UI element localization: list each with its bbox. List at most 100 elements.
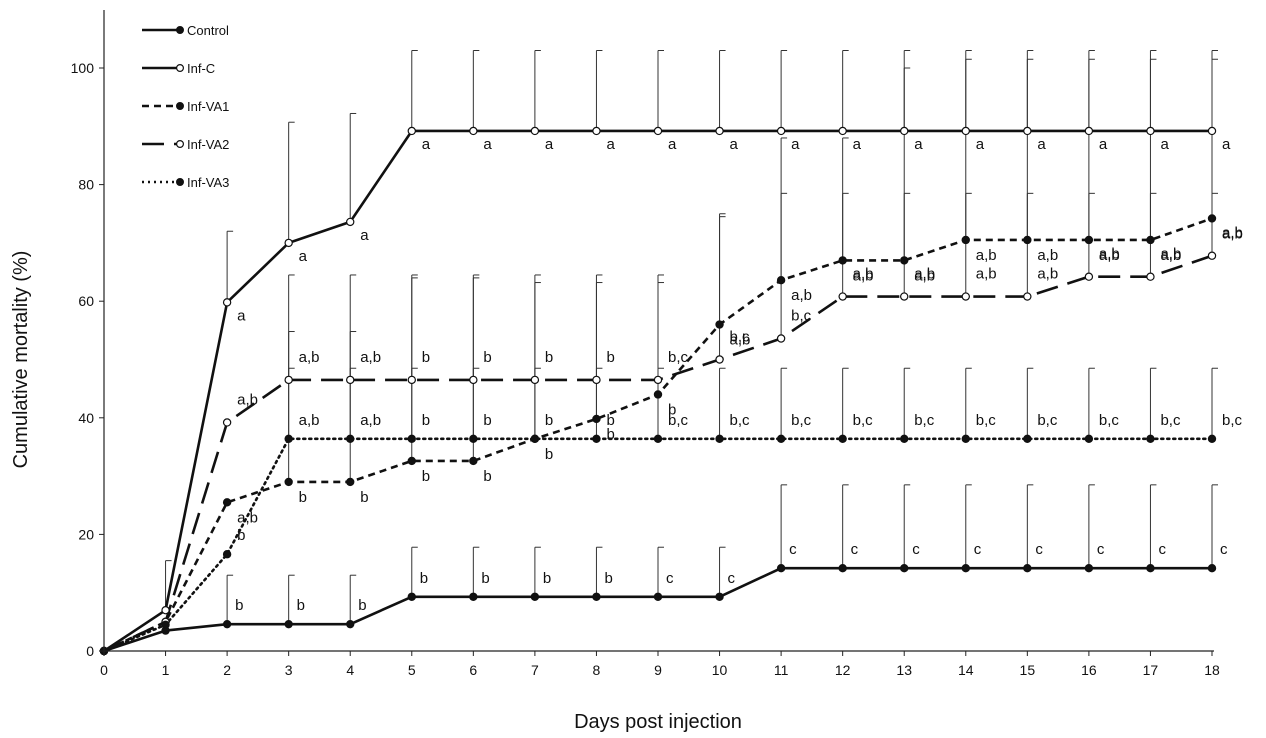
- significance-label: a: [422, 136, 431, 153]
- data-point: [1146, 564, 1155, 573]
- data-point: [530, 375, 540, 385]
- significance-label: a,b: [237, 391, 258, 408]
- significance-label: a,b: [914, 267, 935, 284]
- significance-label: b: [422, 468, 430, 485]
- data-point: [1207, 251, 1217, 260]
- significance-label: c: [666, 570, 674, 587]
- significance-label: b: [545, 446, 553, 463]
- x-tick-label: 0: [100, 662, 108, 678]
- significance-label: a: [853, 136, 862, 153]
- data-point: [407, 126, 416, 136]
- data-point: [838, 434, 847, 443]
- significance-label: a,b: [1099, 247, 1120, 264]
- data-point: [592, 375, 601, 385]
- significance-label: b,c: [1099, 412, 1120, 429]
- data-point: [1146, 126, 1155, 136]
- data-point: [1084, 272, 1094, 281]
- x-tick-label: 8: [593, 662, 601, 678]
- data-point: [653, 375, 663, 385]
- y-tick-label: 20: [78, 526, 94, 542]
- data-point: [1146, 434, 1155, 443]
- significance-label: b: [297, 597, 305, 614]
- legend-marker: [176, 178, 185, 187]
- x-tick-label: 5: [408, 662, 416, 678]
- legend-label: Inf-VA3: [187, 175, 229, 190]
- y-axis-title: Cumulative mortality (%): [10, 251, 32, 469]
- significance-label: a: [976, 136, 985, 153]
- data-point: [222, 550, 232, 559]
- significance-label: b: [545, 412, 553, 429]
- data-point: [222, 418, 232, 427]
- significance-label: a,b: [853, 267, 874, 284]
- significance-label: b: [360, 489, 368, 506]
- x-tick-label: 16: [1081, 662, 1097, 678]
- significance-label: b,c: [1160, 412, 1181, 429]
- data-point: [715, 126, 724, 136]
- significance-label: c: [789, 541, 797, 558]
- data-point: [222, 619, 232, 629]
- data-point: [284, 477, 293, 487]
- x-tick-label: 17: [1143, 662, 1159, 678]
- significance-label: b: [483, 468, 491, 485]
- significance-label: a,b: [360, 412, 381, 429]
- significance-label: a: [606, 136, 615, 153]
- data-point: [284, 434, 293, 443]
- data-point: [715, 355, 724, 364]
- significance-label: a,b: [237, 509, 258, 526]
- significance-label: b,c: [791, 308, 812, 325]
- x-tick-label: 3: [285, 662, 293, 678]
- significance-label: b: [545, 349, 553, 366]
- data-point: [961, 235, 970, 245]
- data-point: [161, 620, 170, 629]
- data-point: [346, 619, 355, 629]
- x-tick-label: 11: [774, 662, 789, 678]
- y-tick-label: 60: [78, 293, 94, 309]
- significance-label: b: [299, 489, 307, 506]
- significance-label: a,b: [914, 266, 935, 283]
- x-tick-label: 13: [896, 662, 912, 678]
- significance-label: b,c: [730, 329, 751, 346]
- data-point: [222, 298, 232, 307]
- data-point: [346, 477, 355, 487]
- significance-label: c: [1035, 541, 1043, 558]
- significance-label: a: [914, 136, 923, 153]
- data-point: [776, 276, 786, 285]
- significance-label: a,b: [976, 247, 997, 264]
- significance-label: c: [851, 541, 859, 558]
- data-point: [900, 256, 909, 265]
- data-point: [1023, 126, 1032, 136]
- significance-label: b: [483, 349, 491, 366]
- significance-label: c: [1097, 541, 1105, 558]
- significance-label: a: [483, 136, 492, 153]
- significance-label: a: [360, 227, 369, 244]
- legend-label: Inf-C: [187, 61, 215, 76]
- data-point: [469, 592, 478, 601]
- significance-label: b,c: [914, 412, 935, 429]
- significance-label: b: [606, 349, 614, 366]
- data-point: [222, 498, 232, 507]
- y-tick-label: 100: [71, 60, 95, 76]
- significance-label: b,c: [791, 412, 812, 429]
- significance-label: b: [422, 349, 430, 366]
- data-point: [530, 434, 540, 443]
- significance-label: a,b: [1160, 246, 1181, 263]
- significance-label: c: [912, 541, 920, 558]
- y-tick-label: 0: [86, 643, 94, 659]
- data-point: [776, 434, 786, 443]
- significance-label: a: [1037, 136, 1046, 153]
- data-point: [1207, 214, 1217, 223]
- significance-label: a,b: [1222, 225, 1243, 242]
- data-point: [1146, 272, 1155, 281]
- data-point: [900, 126, 909, 136]
- data-point: [284, 375, 293, 385]
- data-point: [469, 434, 478, 443]
- significance-label: c: [728, 570, 736, 587]
- data-point: [838, 564, 847, 573]
- data-point: [284, 619, 293, 629]
- significance-label: a: [668, 136, 677, 153]
- significance-label: c: [974, 541, 982, 558]
- data-point: [346, 217, 355, 227]
- significance-label: b: [606, 412, 614, 429]
- x-tick-label: 9: [654, 662, 662, 678]
- significance-label: a,b: [1099, 246, 1120, 263]
